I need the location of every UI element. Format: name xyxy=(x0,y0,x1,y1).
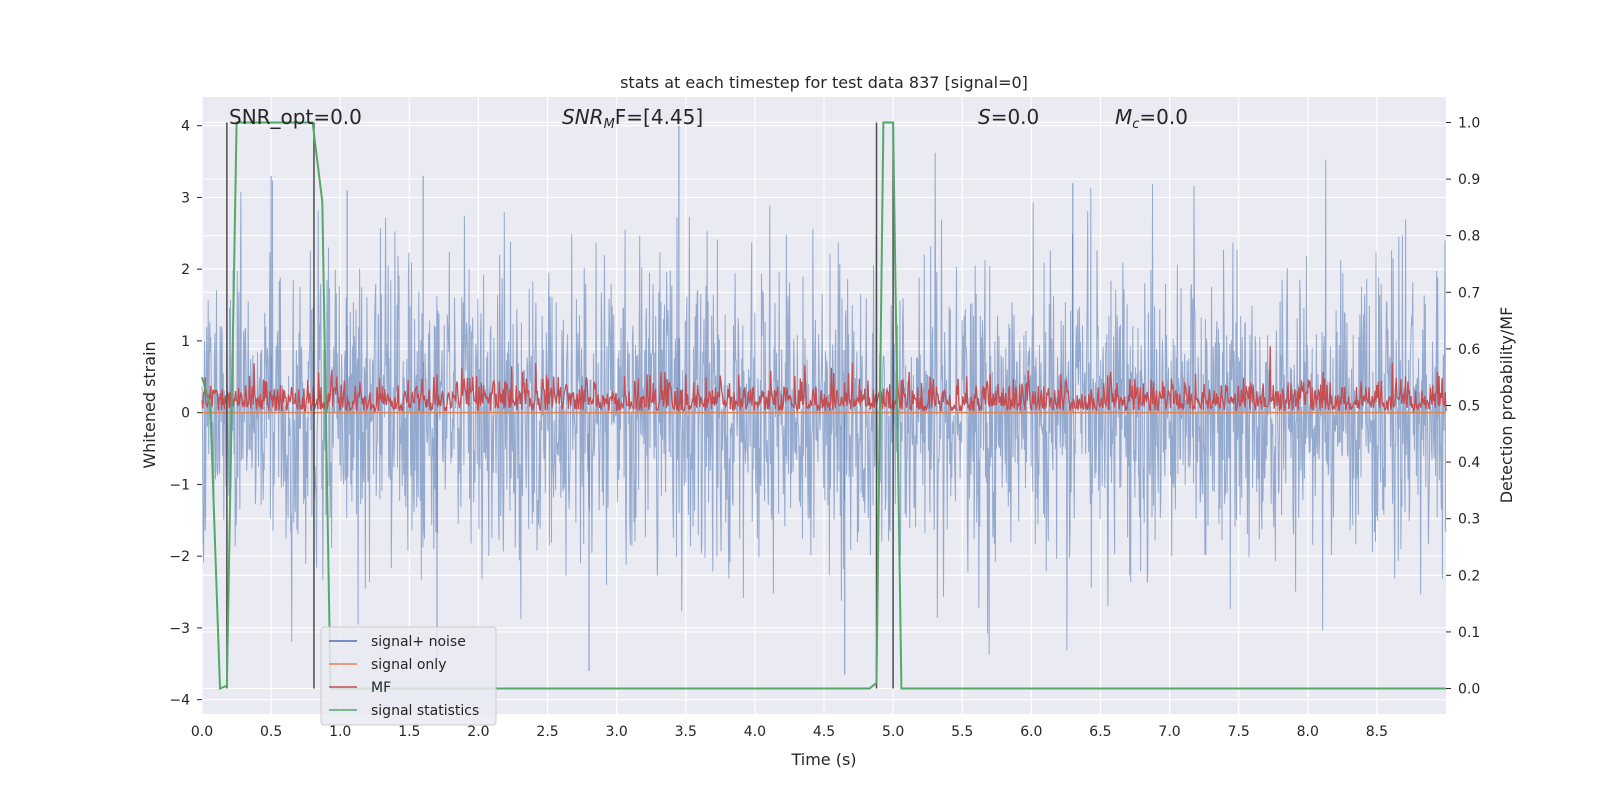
mf-line xyxy=(201,346,1447,414)
x-tick-label: 6.0 xyxy=(1020,724,1042,740)
y-axis-ticks: 4 3 2 1 0 −1 −2 −3 −4 xyxy=(169,119,202,709)
x-tick-label: 8.5 xyxy=(1366,724,1388,740)
x-axis-ticks: 0.0 0.5 1.0 1.5 2.0 2.5 3.0 3.5 4.0 4.5 5.0 5.5 6.0 6… xyxy=(191,724,1388,740)
x-tick-label: 0.0 xyxy=(191,724,213,740)
y-tick-label: −4 xyxy=(169,693,190,709)
x-tick-label: 0.5 xyxy=(260,724,282,740)
chart-title: stats at each timestep for test data 837… xyxy=(620,73,1028,92)
x-tick-label: 1.0 xyxy=(329,724,351,740)
y-tick-label: 4 xyxy=(181,119,190,135)
x-tick-label: 7.0 xyxy=(1158,724,1180,740)
y2-tick-label: 0.1 xyxy=(1458,625,1480,641)
annotation-mc: Mc=0.0 xyxy=(1115,105,1188,132)
vertical-markers xyxy=(226,122,894,689)
x-tick-label: 5.5 xyxy=(951,724,973,740)
y2-tick-label: 0.6 xyxy=(1458,342,1480,358)
x-tick-label: 6.5 xyxy=(1089,724,1111,740)
x-tick-label: 2.5 xyxy=(536,724,558,740)
y2-tick-label: 0.9 xyxy=(1458,172,1480,188)
y2-tick-label: 0.7 xyxy=(1458,285,1480,301)
x-tick-label: 3.0 xyxy=(606,724,628,740)
x-tick-label: 4.0 xyxy=(744,724,766,740)
legend-label-signal-only: signal only xyxy=(371,657,446,673)
legend-box xyxy=(320,626,497,726)
x-tick-label: 5.0 xyxy=(882,724,904,740)
x-tick-label: 4.5 xyxy=(813,724,835,740)
y2-tick-label: 0.0 xyxy=(1458,682,1480,698)
y-tick-label: 0 xyxy=(181,406,190,422)
y2-tick-label: 0.5 xyxy=(1458,399,1480,415)
y2-tick-label: 0.4 xyxy=(1458,455,1480,471)
legend: signal+ noise signal only MF signal stat… xyxy=(320,626,497,726)
y-tick-label: 3 xyxy=(181,190,190,206)
legend-label-mf: MF xyxy=(371,680,391,696)
y-tick-label: 2 xyxy=(181,262,190,278)
signal-noise-line xyxy=(201,152,1447,655)
legend-label-signal-noise: signal+ noise xyxy=(371,634,466,650)
y-tick-label: −2 xyxy=(169,549,190,565)
y2-axis-title: Detection probability/MF xyxy=(1497,307,1516,504)
x-axis-title: Time (s) xyxy=(790,750,856,769)
legend-label-signal-statistics: signal statistics xyxy=(371,703,479,719)
x-tick-label: 7.5 xyxy=(1228,724,1250,740)
x-tick-label: 2.0 xyxy=(467,724,489,740)
y2-tick-label: 1.0 xyxy=(1458,115,1480,131)
y-axis-title: Whitened strain xyxy=(140,341,159,468)
annotation-snr-opt: SNR_opt=0.0 xyxy=(229,105,362,129)
y-tick-label: −3 xyxy=(169,621,190,637)
y2-tick-label: 0.3 xyxy=(1458,512,1480,528)
annotation-s: S=0.0 xyxy=(978,105,1039,129)
series-mf xyxy=(201,346,1447,414)
x-tick-label: 8.0 xyxy=(1297,724,1319,740)
y2-axis-ticks: 1.0 0.9 0.8 0.7 0.6 0.5 0.4 0.3 0.2 0.1 0.0 xyxy=(1446,115,1480,698)
x-tick-label: 3.5 xyxy=(675,724,697,740)
y-tick-label: −1 xyxy=(169,477,190,493)
x-tick-label: 1.5 xyxy=(398,724,420,740)
y2-tick-label: 0.8 xyxy=(1458,229,1480,245)
y2-tick-label: 0.2 xyxy=(1458,568,1480,584)
y-tick-label: 1 xyxy=(181,334,190,350)
annotation-snr-mf: SNRMF=[4.45] xyxy=(562,105,703,132)
series-signal-noise xyxy=(201,125,1447,675)
